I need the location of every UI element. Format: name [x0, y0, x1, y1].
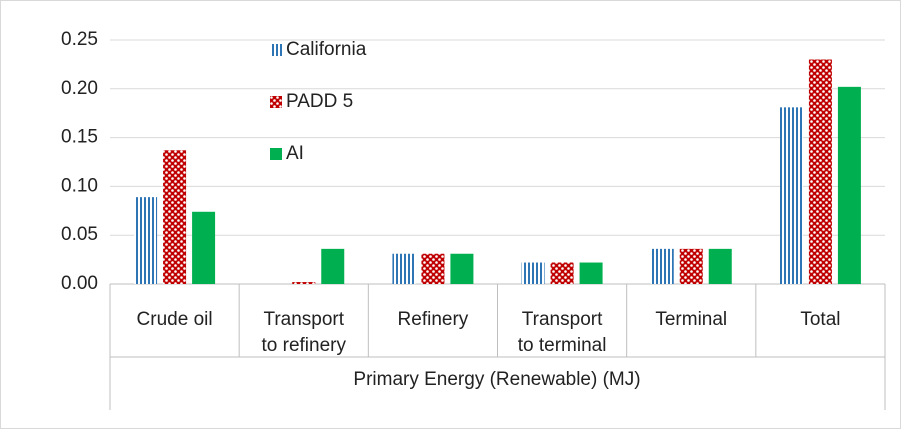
x-tick-label: Refinery	[398, 309, 469, 330]
bar	[650, 248, 674, 284]
bar	[579, 262, 603, 284]
x-tick-label: Transport to refinery	[262, 309, 347, 356]
x-tick-label: Total	[800, 309, 840, 330]
bar	[521, 262, 545, 284]
bar	[550, 262, 574, 284]
y-tick-label: 0.25	[61, 29, 98, 50]
bar	[421, 253, 445, 284]
legend-label: California	[286, 39, 367, 60]
bar	[163, 150, 187, 284]
bar	[392, 253, 416, 284]
y-tick-label: 0.00	[61, 273, 98, 294]
bar	[779, 107, 803, 285]
y-tick-label: 0.05	[61, 224, 98, 245]
bar	[708, 248, 732, 284]
bar	[292, 282, 316, 284]
legend-label: PADD 5	[286, 91, 353, 112]
legend-swatch	[270, 96, 282, 108]
bar	[837, 86, 861, 285]
x-tick-label: Terminal	[655, 309, 727, 330]
x-tick-label: Transport to terminal	[518, 309, 607, 356]
legend-swatch	[270, 44, 282, 56]
y-tick-label: 0.20	[61, 78, 98, 99]
x-axis-title: Primary Energy (Renewable) (MJ)	[353, 369, 640, 390]
bar	[192, 211, 216, 284]
bar	[321, 248, 345, 284]
legend-label: AI	[286, 143, 304, 164]
legend-swatch	[270, 148, 282, 160]
bar	[679, 248, 703, 284]
x-tick-label: Crude oil	[137, 309, 213, 330]
y-tick-label: 0.15	[61, 127, 98, 148]
bar	[134, 197, 158, 284]
bar	[450, 253, 474, 284]
bar	[808, 59, 832, 284]
y-tick-label: 0.10	[61, 175, 98, 196]
